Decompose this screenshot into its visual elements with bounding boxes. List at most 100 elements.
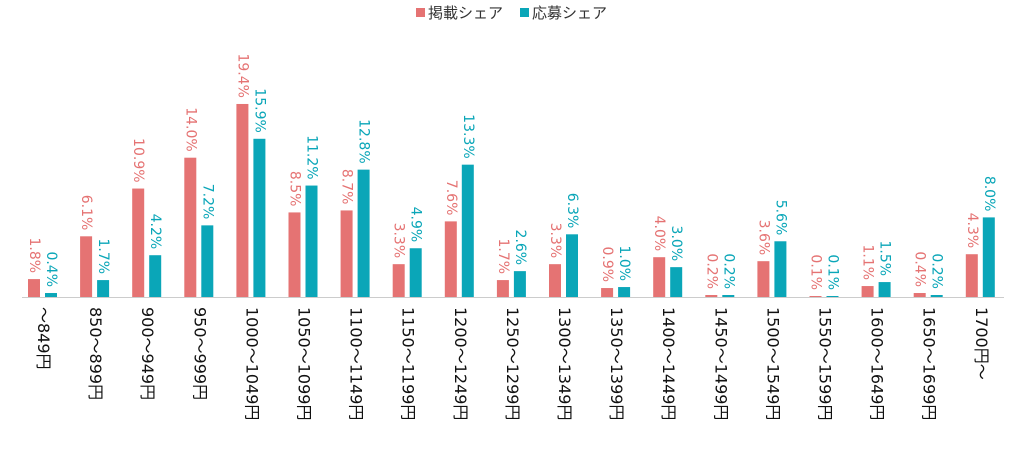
bar-s0-13	[705, 295, 718, 297]
category-label-0: ～849円	[34, 307, 53, 370]
bar-s0-1	[80, 236, 93, 297]
bar-s1-1	[97, 280, 110, 297]
bar-s0-4	[236, 103, 249, 297]
value-label-s1-8: 13.3%	[460, 114, 476, 158]
value-label-s1-0: 0.4%	[43, 251, 59, 287]
value-label-s1-2: 4.2%	[147, 214, 163, 250]
bar-s1-11	[618, 287, 631, 297]
bar-s1-16	[878, 282, 891, 297]
value-label-s1-1: 1.7%	[95, 239, 111, 275]
category-label-14: 1500～1549円	[763, 307, 782, 420]
value-label-s0-6: 8.7%	[339, 169, 355, 205]
value-label-s0-7: 3.3%	[391, 223, 407, 259]
value-label-s1-11: 1.0%	[616, 245, 632, 281]
category-label-16: 1600～1649円	[868, 307, 887, 420]
category-label-5: 1050～1099円	[295, 307, 314, 420]
legend-swatch-0	[416, 8, 425, 17]
bar-s1-18	[982, 217, 995, 297]
bar-s0-7	[392, 264, 405, 297]
value-label-s0-14: 3.6%	[755, 220, 771, 256]
value-label-s1-17: 0.2%	[929, 253, 945, 289]
value-label-s1-9: 2.6%	[512, 230, 528, 266]
category-labels: ～849円 850～899円 900～949円 950～999円 1000～1049円 1…	[34, 307, 991, 420]
value-label-s0-5: 8.5%	[287, 171, 303, 207]
bar-s1-8	[461, 164, 474, 297]
value-label-s0-4: 19.4%	[234, 53, 250, 97]
category-label-2: 900～949円	[138, 307, 157, 400]
bar-s0-5	[288, 212, 301, 297]
bar-s0-0	[28, 279, 40, 297]
value-label-s0-2: 10.9%	[130, 138, 146, 182]
value-label-s1-12: 3.0%	[668, 226, 684, 262]
bar-s0-10	[549, 264, 561, 297]
bar-s1-14	[774, 241, 787, 297]
bar-s0-15	[809, 296, 822, 297]
category-label-11: 1350～1399円	[607, 307, 626, 420]
bar-s1-5	[305, 185, 318, 297]
bar-s0-9	[496, 280, 509, 297]
bar-s0-14	[757, 261, 770, 297]
value-label-s0-3: 14.0%	[182, 107, 198, 151]
bar-s1-9	[513, 271, 526, 297]
bar-s1-10	[566, 234, 578, 297]
value-label-s1-10: 6.3%	[564, 193, 580, 229]
bar-s1-2	[149, 255, 162, 297]
value-label-s0-18: 4.3%	[964, 213, 980, 249]
category-label-3: 950～999円	[190, 307, 209, 400]
category-label-12: 1400～1449円	[659, 307, 678, 420]
bar-s1-0	[45, 293, 57, 297]
value-label-s1-4: 15.9%	[251, 88, 267, 132]
value-label-s1-15: 0.1%	[825, 254, 841, 290]
bar-s1-6	[357, 169, 370, 297]
legend-label-1: 応募シェア	[532, 4, 607, 22]
value-label-s0-9: 1.7%	[495, 239, 511, 275]
category-label-18: 1700円～	[972, 307, 991, 380]
value-label-s0-17: 0.4%	[912, 251, 928, 287]
category-label-13: 1450～1499円	[711, 307, 730, 420]
value-label-s1-14: 5.6%	[772, 200, 788, 236]
value-label-s1-13: 0.2%	[720, 253, 736, 289]
legend: 掲載シェア 応募シェア	[416, 4, 607, 22]
bar-s0-2	[132, 188, 145, 297]
value-label-s1-3: 7.2%	[199, 184, 215, 220]
bar-s1-4	[253, 138, 266, 297]
value-label-s0-10: 3.3%	[547, 223, 563, 259]
bar-s1-17	[930, 295, 943, 297]
value-label-s1-18: 8.0%	[981, 176, 997, 212]
category-label-6: 1100～1149円	[347, 307, 366, 420]
value-label-s0-0: 1.8%	[26, 238, 42, 274]
bar-s1-7	[409, 248, 422, 297]
value-label-s0-12: 4.0%	[651, 216, 667, 252]
value-label-s1-6: 12.8%	[356, 119, 372, 163]
bar-s1-3	[201, 225, 214, 297]
value-label-s0-1: 6.1%	[78, 195, 94, 231]
legend-label-0: 掲載シェア	[428, 4, 503, 22]
bar-s1-13	[722, 295, 735, 297]
value-label-s0-11: 0.9%	[599, 246, 615, 282]
category-label-7: 1150～1199円	[399, 307, 418, 420]
bar-s0-11	[601, 288, 614, 297]
bar-s0-16	[861, 286, 874, 297]
bar-s0-3	[184, 157, 197, 297]
category-label-15: 1550～1599円	[816, 307, 835, 420]
legend-swatch-1	[520, 8, 529, 17]
value-label-s0-8: 7.6%	[443, 180, 459, 216]
bar-s1-15	[826, 296, 839, 297]
value-label-s1-7: 4.9%	[408, 207, 424, 243]
bar-s1-12	[670, 267, 683, 297]
value-label-s1-16: 1.5%	[877, 240, 893, 276]
value-label-s0-15: 0.1%	[808, 254, 824, 290]
category-label-8: 1200～1249円	[451, 307, 470, 420]
bar-s0-12	[653, 257, 666, 297]
value-label-s0-16: 1.1%	[860, 244, 876, 280]
category-label-17: 1650～1699円	[920, 307, 939, 420]
category-label-9: 1250～1299円	[503, 307, 522, 420]
bar-s0-17	[913, 293, 926, 297]
bar-s0-6	[340, 210, 353, 297]
category-label-10: 1300～1349円	[555, 307, 574, 420]
value-labels: 1.8% 0.4%6.1%1.7%10.9%4.2%14.0%7.2%19.4%1…	[26, 53, 997, 290]
bar-s0-8	[444, 221, 457, 297]
bar-s0-18	[965, 254, 978, 297]
value-label-s0-13: 0.2%	[703, 253, 719, 289]
